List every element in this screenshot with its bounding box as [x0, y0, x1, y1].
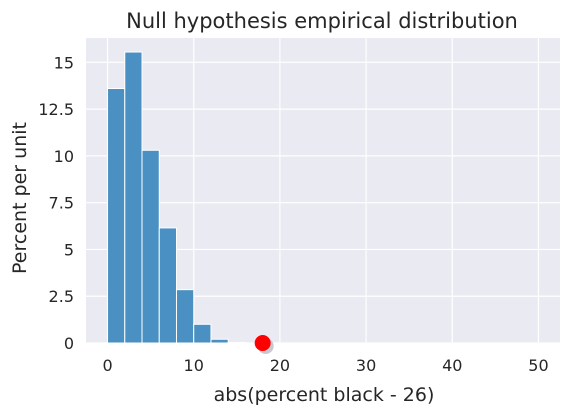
y-tick-label: 0 [64, 334, 74, 353]
x-tick-label: 10 [184, 356, 204, 375]
histogram-bar [193, 323, 212, 344]
x-tick-label: 0 [102, 356, 112, 375]
observed-statistic-layer [254, 335, 274, 354]
histogram-bar [141, 149, 160, 344]
y-tick-label: 15 [54, 53, 74, 72]
histogram-bar [158, 227, 177, 344]
x-tick-label: 20 [270, 356, 290, 375]
y-tick-label: 5 [64, 240, 74, 259]
histogram-bars [107, 51, 246, 344]
y-tick-label: 10 [54, 147, 74, 166]
histogram-bar [124, 51, 143, 344]
histogram-bar [227, 341, 246, 344]
x-tick-label: 50 [528, 356, 548, 375]
histogram-bar [107, 88, 126, 344]
x-tick-label: 40 [442, 356, 462, 375]
histogram-bar [210, 338, 229, 344]
y-tick-label: 2.5 [49, 287, 74, 306]
y-tick-label: 7.5 [49, 194, 74, 213]
x-axis-label: abs(percent black - 26) [214, 384, 435, 406]
histogram-bar [175, 289, 195, 344]
y-tick-label: 12.5 [38, 100, 74, 119]
x-tick-label: 30 [356, 356, 376, 375]
y-axis-label: Percent per unit [9, 122, 31, 274]
y-tick-labels: 0 2.5 5 7.5 10 12.5 15 [38, 53, 74, 353]
observed-statistic-point [254, 335, 271, 351]
x-tick-labels: 0 10 20 30 40 50 [102, 356, 548, 375]
chart-title: Null hypothesis empirical distribution [126, 9, 518, 33]
